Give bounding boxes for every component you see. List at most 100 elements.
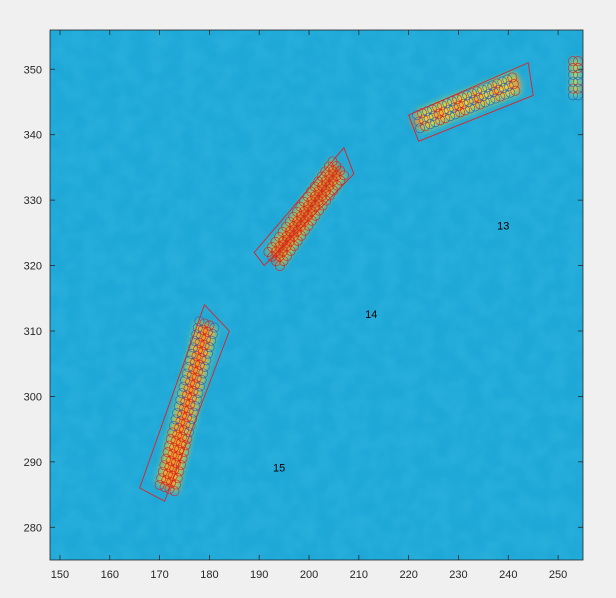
detection-circle bbox=[452, 94, 463, 105]
x-tick-label: 200 bbox=[300, 569, 318, 581]
y-tick-label: 290 bbox=[24, 457, 42, 469]
detection-circle bbox=[288, 211, 299, 222]
detection-circle bbox=[274, 231, 285, 242]
detection-circle bbox=[465, 103, 476, 114]
detection-circle bbox=[497, 76, 508, 87]
detection-circle bbox=[415, 123, 426, 134]
detection-circle bbox=[198, 368, 209, 379]
detection-circle bbox=[457, 92, 468, 103]
detection-circle bbox=[203, 348, 213, 359]
detection-circle bbox=[174, 466, 185, 477]
detection-circle bbox=[480, 97, 491, 108]
detection-circle bbox=[478, 90, 489, 101]
detection-circle bbox=[567, 76, 578, 87]
detection-circle bbox=[567, 69, 578, 80]
y-tick-label: 310 bbox=[24, 326, 42, 338]
detection-circle bbox=[195, 381, 205, 392]
detection-circle bbox=[462, 90, 473, 101]
x-tick-label: 170 bbox=[150, 569, 168, 581]
detection-circle bbox=[175, 460, 186, 470]
detection-circle bbox=[485, 95, 496, 106]
detection-circle bbox=[281, 221, 292, 232]
fit-rectangles bbox=[139, 62, 534, 502]
detection-circle bbox=[468, 94, 479, 105]
detection-circle bbox=[412, 110, 423, 120]
detection-circle bbox=[567, 56, 578, 67]
detection-circle bbox=[185, 420, 196, 431]
detection-circle bbox=[475, 99, 486, 110]
detection-circle bbox=[428, 110, 439, 121]
fit-rectangle bbox=[253, 146, 355, 267]
detection-circle bbox=[482, 82, 493, 93]
detection-circle bbox=[492, 78, 503, 89]
x-tick-label: 230 bbox=[449, 569, 467, 581]
detection-circle bbox=[567, 90, 578, 101]
detection-circle bbox=[423, 112, 434, 123]
x-tick-label: 240 bbox=[499, 569, 517, 581]
detection-circle bbox=[206, 335, 217, 346]
detection-circle bbox=[270, 236, 281, 247]
detection-circle bbox=[204, 342, 215, 353]
detection-circle bbox=[169, 486, 180, 497]
detection-circle bbox=[440, 113, 451, 124]
detection-circle bbox=[495, 91, 506, 102]
detection-circle bbox=[567, 63, 578, 73]
detection-circle bbox=[472, 86, 483, 97]
detection-circle bbox=[291, 206, 302, 217]
detection-circle bbox=[498, 83, 509, 93]
y-tick-label: 280 bbox=[24, 522, 42, 534]
detection-circle bbox=[295, 201, 306, 212]
detection-circle bbox=[430, 117, 441, 128]
detection-circle bbox=[263, 247, 274, 257]
detection-circle bbox=[425, 119, 436, 130]
detection-circle bbox=[201, 355, 212, 366]
detection-circle bbox=[420, 121, 431, 132]
segment-label: 13 bbox=[497, 221, 509, 233]
detection-circle bbox=[503, 81, 514, 92]
detection-circle bbox=[443, 104, 454, 115]
segment-label: 14 bbox=[365, 309, 377, 321]
detection-circle bbox=[187, 414, 198, 425]
detection-circle bbox=[508, 79, 519, 90]
detection-circle bbox=[179, 446, 190, 457]
detection-circle bbox=[327, 156, 338, 167]
axes-frame bbox=[49, 29, 584, 561]
detection-circle bbox=[470, 101, 481, 112]
plot-area: 13 14 15 bbox=[50, 30, 583, 560]
x-tick-label: 180 bbox=[200, 569, 218, 581]
detection-circle bbox=[445, 111, 456, 122]
detection-circle bbox=[500, 89, 511, 100]
detection-circle bbox=[207, 329, 218, 340]
detection-circle bbox=[510, 85, 521, 96]
detection-circle bbox=[502, 74, 513, 85]
detection-circle bbox=[191, 394, 202, 405]
detection-circle bbox=[320, 166, 331, 177]
detection-circle bbox=[180, 440, 191, 451]
detection-circle bbox=[417, 108, 428, 119]
detection-circle bbox=[418, 114, 429, 125]
detection-circle bbox=[193, 388, 204, 398]
detection-circle bbox=[196, 374, 207, 385]
detection-circle bbox=[488, 87, 499, 97]
detection-circle bbox=[277, 226, 288, 237]
heatmap-noise bbox=[50, 30, 583, 560]
detection-circle bbox=[463, 96, 474, 107]
y-axis: 280 290 300 310 320 330 340 350 bbox=[24, 64, 583, 534]
x-tick-label: 250 bbox=[549, 569, 567, 581]
detection-circle bbox=[284, 216, 295, 227]
detection-circle bbox=[313, 176, 324, 187]
detection-circle bbox=[490, 93, 501, 104]
detection-circle bbox=[413, 116, 424, 127]
detection-circle bbox=[194, 316, 205, 327]
detection-circle bbox=[448, 102, 459, 113]
detection-circle bbox=[267, 242, 277, 252]
detection-circle bbox=[209, 322, 220, 333]
detection-circle bbox=[507, 72, 518, 83]
detection-circle bbox=[483, 89, 494, 99]
detection-circle bbox=[447, 96, 458, 107]
y-tick-label: 330 bbox=[24, 195, 42, 207]
detection-circle bbox=[182, 433, 193, 444]
detection-circle bbox=[455, 107, 466, 118]
x-axis: 150 160 170 180 190 200 210 220 230 240 250 bbox=[51, 30, 567, 581]
